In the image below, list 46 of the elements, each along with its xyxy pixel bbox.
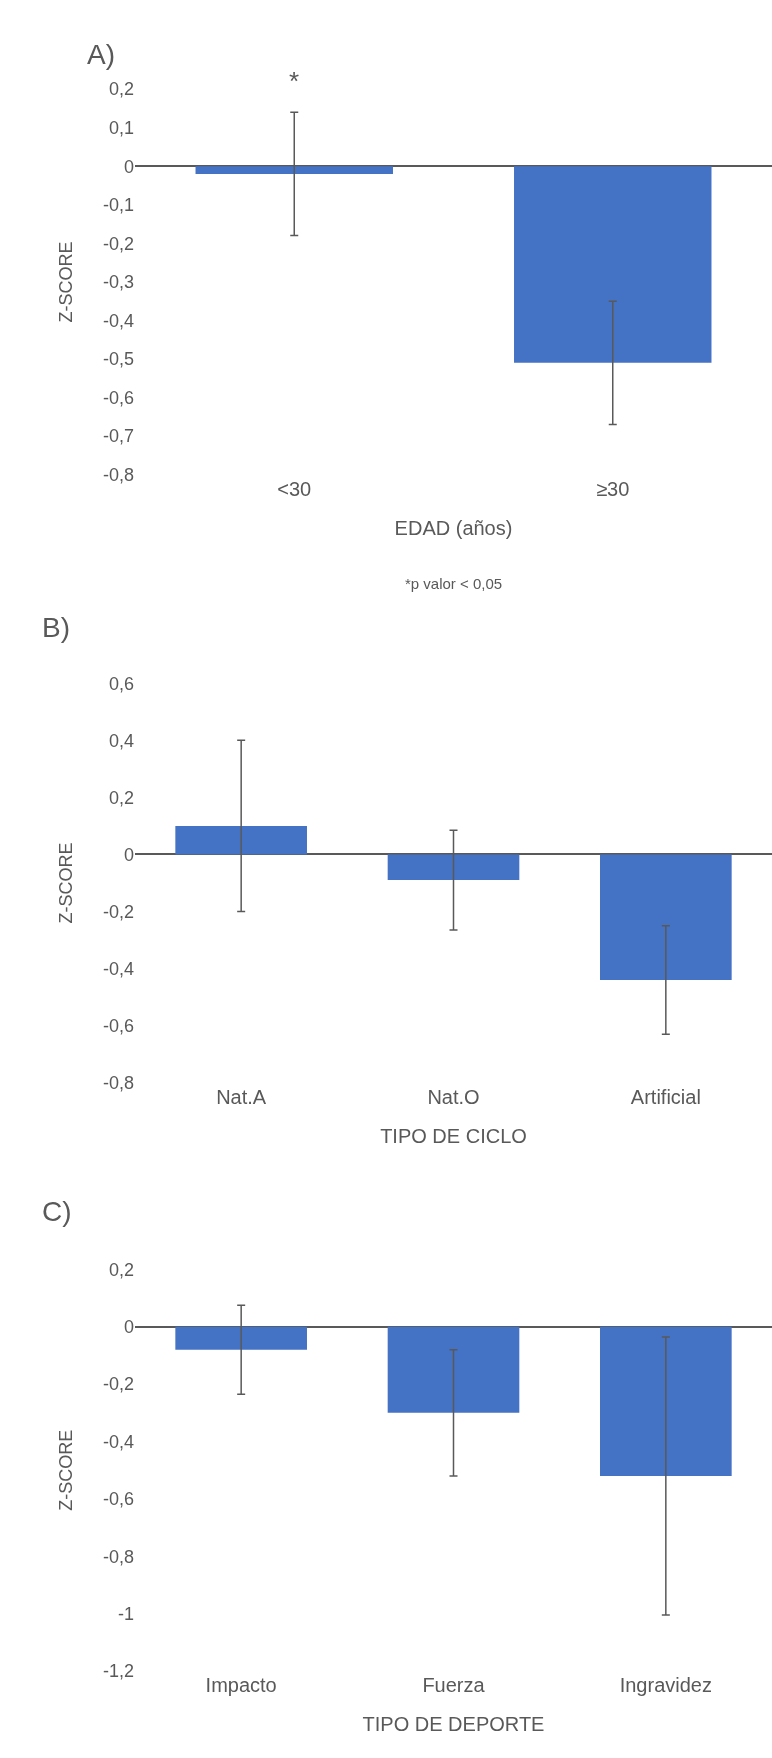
x-tick-label: Nat.O (427, 1085, 480, 1108)
chart-title: C) (42, 1196, 72, 1227)
x-tick-label: Artificial (630, 1085, 701, 1108)
x-axis-title: TIPO DE DEPORTE (362, 1713, 545, 1736)
y-tick-label: -1 (117, 1603, 134, 1624)
y-tick-label: -0,4 (102, 1431, 134, 1452)
y-tick-label: -0,8 (102, 464, 134, 485)
y-axis-title: Z-SCORE (56, 842, 77, 924)
chart-title: A) (87, 39, 115, 70)
y-tick-label: 0,2 (108, 787, 134, 808)
x-tick-label: Impacto (205, 1673, 277, 1696)
y-tick-label: -1,2 (102, 1661, 134, 1682)
x-tick-label: Nat.A (216, 1085, 267, 1108)
y-tick-label: -0,7 (102, 426, 134, 447)
annotation: * (289, 66, 300, 96)
x-tick-label: ≥30 (596, 477, 630, 500)
y-tick-label: 0,1 (108, 117, 134, 138)
y-tick-label: -0,6 (102, 387, 134, 408)
text: *p valor < 0,05 (405, 575, 503, 592)
y-tick-label: -0,5 (102, 349, 134, 370)
y-tick-label: -0,4 (102, 310, 134, 331)
x-tick-label: Ingravidez (619, 1673, 712, 1696)
y-tick-label: -0,8 (102, 1546, 134, 1567)
y-tick-label: 0,2 (108, 79, 134, 100)
y-tick-label: 0,4 (108, 730, 134, 751)
x-tick-label: <30 (277, 477, 312, 500)
chart-title: B) (42, 612, 70, 643)
x-tick-label: Fuerza (422, 1673, 486, 1696)
y-axis-title: Z-SCORE (56, 241, 77, 323)
y-tick-label: 0 (123, 1317, 134, 1338)
y-tick-label: -0,2 (102, 233, 134, 254)
y-tick-label: 0,6 (108, 673, 134, 694)
y-tick-label: 0 (123, 156, 134, 177)
y-tick-label: -0,4 (102, 958, 134, 979)
y-tick-label: -0,6 (102, 1489, 134, 1510)
y-tick-label: -0,8 (102, 1072, 134, 1093)
y-axis-title: Z-SCORE (56, 1429, 77, 1511)
x-axis-title: TIPO DE CICLO (380, 1125, 527, 1148)
y-tick-label: -0,1 (102, 195, 134, 216)
x-axis-title: EDAD (años) (394, 517, 513, 540)
y-tick-label: -0,6 (102, 1015, 134, 1036)
y-tick-label: 0,2 (108, 1259, 134, 1280)
y-tick-label: 0 (123, 844, 134, 865)
y-tick-label: -0,2 (102, 1374, 134, 1395)
y-tick-label: -0,2 (102, 901, 134, 922)
y-tick-label: -0,3 (102, 272, 134, 293)
